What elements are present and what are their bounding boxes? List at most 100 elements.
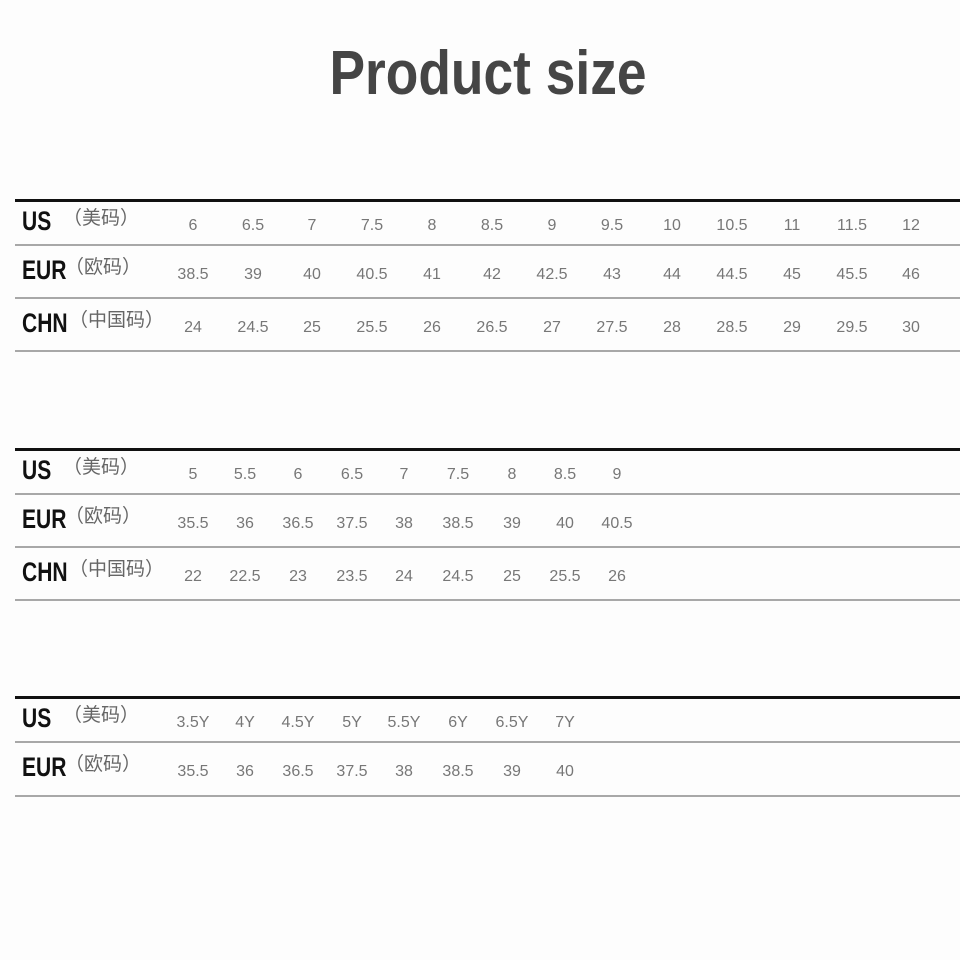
size-cell: 25 <box>503 567 521 585</box>
row-divider <box>15 244 960 246</box>
size-cell: 39 <box>244 265 262 283</box>
size-cell: 24.5 <box>237 318 269 336</box>
size-cell: 6.5Y <box>495 713 529 731</box>
row-divider <box>15 350 960 352</box>
size-cell: 43 <box>603 265 621 283</box>
size-cell: 5Y <box>342 713 362 731</box>
row-label: US <box>22 205 52 236</box>
size-cell: 4Y <box>235 713 255 731</box>
size-cell: 40.5 <box>601 514 633 532</box>
size-cell: 8.5 <box>553 465 577 483</box>
size-cell: 38 <box>395 763 413 780</box>
size-cell: 39 <box>503 514 521 532</box>
row-sublabel: （美码） <box>63 456 140 478</box>
size-cell: 25.5 <box>356 318 388 336</box>
size-cell: 11 <box>783 216 801 234</box>
size-cell: 7Y <box>555 713 575 731</box>
size-cell: 36.5 <box>282 514 314 532</box>
size-cell: 5 <box>188 465 198 483</box>
size-cell: 26 <box>423 318 441 336</box>
row-sublabel: （欧码） <box>65 256 142 278</box>
size-cell: 6.5 <box>241 216 265 234</box>
size-cell: 22.5 <box>229 567 261 585</box>
row-label: EUR <box>22 254 67 285</box>
row-sublabel: （中国码） <box>69 558 165 580</box>
size-cell: 9.5 <box>600 216 624 234</box>
row-divider <box>15 493 960 495</box>
size-cell: 37.5 <box>336 514 368 532</box>
size-cell: 46 <box>902 265 920 283</box>
size-cell: 6 <box>293 465 303 483</box>
size-cell: 36.5 <box>282 763 314 780</box>
size-cell: 12 <box>902 216 920 234</box>
size-cell: 8 <box>427 216 437 234</box>
size-cell: 35.5 <box>177 514 209 532</box>
size-cell: 10.5 <box>716 216 748 234</box>
size-cell: 40 <box>556 514 574 532</box>
size-cell: 26 <box>608 567 626 585</box>
size-cell: 7 <box>307 216 317 234</box>
size-cell: 7 <box>399 465 409 483</box>
size-cell: 42.5 <box>536 265 568 283</box>
size-cell: 29.5 <box>836 318 868 336</box>
page-title: Product size <box>329 39 647 108</box>
row-divider <box>15 297 960 299</box>
size-cell: 42 <box>483 265 501 283</box>
size-cell: 40 <box>556 763 574 780</box>
size-cell: 6Y <box>448 713 468 731</box>
size-cell: 25 <box>303 318 321 336</box>
row-sublabel: （欧码） <box>65 754 142 775</box>
size-cell: 24 <box>395 567 413 585</box>
table-top-rule <box>15 696 960 699</box>
size-cell: 38 <box>395 514 413 532</box>
row-divider <box>15 546 960 548</box>
table-top-rule <box>15 199 960 202</box>
row-label: US <box>22 454 52 485</box>
size-cell: 10 <box>663 216 681 234</box>
size-cell: 35.5 <box>177 763 209 780</box>
size-cell: 40.5 <box>356 265 388 283</box>
size-cell: 26.5 <box>476 318 508 336</box>
row-sublabel: （欧码） <box>65 505 142 527</box>
row-divider <box>15 741 960 743</box>
size-cell: 39 <box>503 763 521 780</box>
size-cell: 9 <box>547 216 557 234</box>
size-cell: 41 <box>423 265 441 283</box>
size-cell: 5.5 <box>233 465 257 483</box>
size-cell: 24.5 <box>442 567 474 585</box>
size-cell: 9 <box>612 465 622 483</box>
size-cell: 23 <box>289 567 307 585</box>
size-cell: 25.5 <box>549 567 581 585</box>
row-divider <box>15 795 960 797</box>
size-cell: 38.5 <box>177 265 209 283</box>
size-cell: 24 <box>184 318 202 336</box>
size-cell: 11.5 <box>837 216 867 234</box>
size-cell: 6.5 <box>340 465 364 483</box>
size-cell: 29 <box>783 318 801 336</box>
size-cell: 40 <box>303 265 321 283</box>
size-cell: 36 <box>236 514 254 532</box>
size-cell: 23.5 <box>336 567 368 585</box>
size-cell: 7.5 <box>360 216 384 234</box>
size-cell: 5.5Y <box>387 713 421 731</box>
row-label: EUR <box>22 503 67 534</box>
size-cell: 36 <box>236 763 254 780</box>
row-sublabel: （美码） <box>63 704 140 726</box>
size-cell: 7.5 <box>446 465 470 483</box>
size-cell: 45.5 <box>836 265 868 283</box>
row-divider <box>15 599 960 601</box>
size-cell: 27 <box>543 318 561 336</box>
size-cell: 44.5 <box>716 265 748 283</box>
size-cell: 45 <box>783 265 801 283</box>
size-cell: 6 <box>188 216 198 234</box>
size-cell: 28.5 <box>716 318 748 336</box>
size-cell: 4.5Y <box>281 713 315 731</box>
size-cell: 44 <box>663 265 681 283</box>
row-label: EUR <box>22 752 67 782</box>
size-cell: 22 <box>184 567 202 585</box>
size-cell: 8.5 <box>480 216 504 234</box>
size-cell: 38.5 <box>442 514 474 532</box>
size-cell: 28 <box>663 318 681 336</box>
row-label: CHN <box>22 556 68 587</box>
row-label: US <box>22 702 52 733</box>
